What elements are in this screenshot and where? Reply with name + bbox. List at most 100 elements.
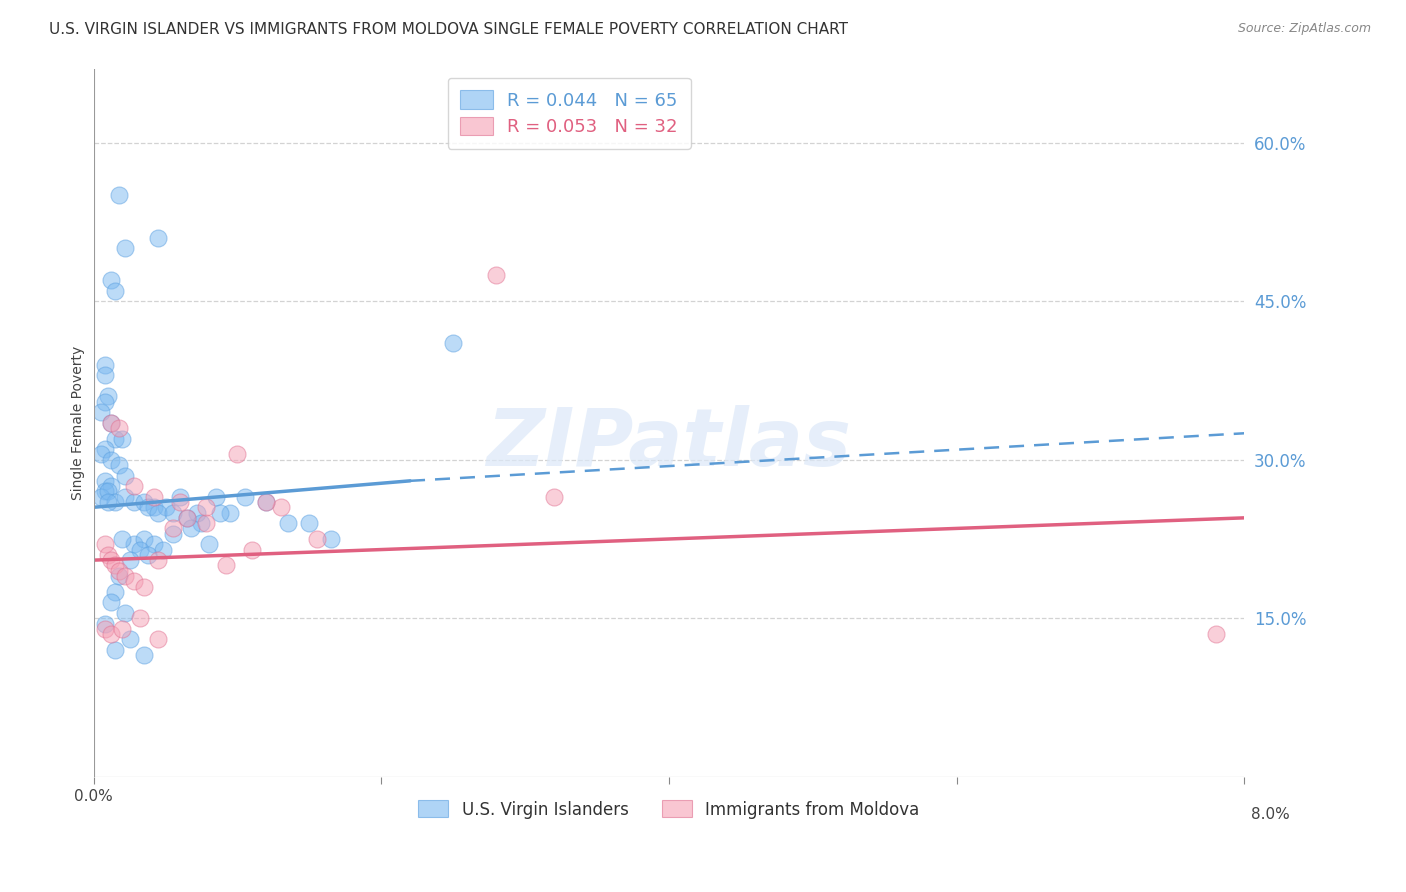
Point xyxy=(132,580,155,594)
Point xyxy=(226,447,249,461)
Point xyxy=(97,548,120,562)
Point xyxy=(205,490,228,504)
Point xyxy=(97,484,120,499)
Point xyxy=(194,500,217,515)
Point xyxy=(219,506,242,520)
Text: Source: ZipAtlas.com: Source: ZipAtlas.com xyxy=(1237,22,1371,36)
Point xyxy=(319,532,342,546)
Point xyxy=(162,521,184,535)
Point xyxy=(104,558,127,573)
Point xyxy=(136,548,159,562)
Point xyxy=(97,495,120,509)
Point xyxy=(100,273,122,287)
Point xyxy=(215,558,238,573)
Point xyxy=(148,230,170,244)
Point xyxy=(114,241,136,255)
Point xyxy=(1205,627,1227,641)
Point xyxy=(180,521,202,535)
Point xyxy=(90,490,112,504)
Point xyxy=(94,622,117,636)
Point xyxy=(485,268,508,282)
Point xyxy=(543,490,565,504)
Point xyxy=(152,542,174,557)
Point xyxy=(197,537,219,551)
Point xyxy=(100,627,122,641)
Point xyxy=(441,336,464,351)
Point xyxy=(114,569,136,583)
Text: U.S. VIRGIN ISLANDER VS IMMIGRANTS FROM MOLDOVA SINGLE FEMALE POVERTY CORRELATIO: U.S. VIRGIN ISLANDER VS IMMIGRANTS FROM … xyxy=(49,22,848,37)
Point xyxy=(162,506,184,520)
Point xyxy=(148,506,170,520)
Point xyxy=(114,606,136,620)
Point xyxy=(136,500,159,515)
Point xyxy=(254,495,277,509)
Point xyxy=(148,632,170,647)
Point xyxy=(122,537,145,551)
Legend: U.S. Virgin Islanders, Immigrants from Moldova: U.S. Virgin Islanders, Immigrants from M… xyxy=(412,794,927,825)
Point xyxy=(108,421,131,435)
Point xyxy=(94,358,117,372)
Point xyxy=(298,516,321,530)
Point xyxy=(176,511,198,525)
Text: ZIPatlas: ZIPatlas xyxy=(486,405,852,483)
Point xyxy=(104,495,127,509)
Point xyxy=(169,495,191,509)
Point xyxy=(104,284,127,298)
Point xyxy=(132,495,155,509)
Point xyxy=(100,416,122,430)
Point xyxy=(100,479,122,493)
Point xyxy=(108,458,131,472)
Point xyxy=(111,622,134,636)
Point xyxy=(94,442,117,457)
Point xyxy=(108,564,131,578)
Point xyxy=(104,643,127,657)
Point xyxy=(122,574,145,589)
Point xyxy=(194,516,217,530)
Point xyxy=(114,490,136,504)
Text: 8.0%: 8.0% xyxy=(1251,807,1291,822)
Point xyxy=(114,468,136,483)
Point xyxy=(190,516,212,530)
Point xyxy=(108,569,131,583)
Point xyxy=(186,506,208,520)
Point xyxy=(94,368,117,383)
Point xyxy=(90,447,112,461)
Point xyxy=(94,484,117,499)
Point xyxy=(132,532,155,546)
Point xyxy=(277,516,299,530)
Point xyxy=(111,432,134,446)
Point xyxy=(108,188,131,202)
Point xyxy=(104,432,127,446)
Point xyxy=(143,500,166,515)
Point xyxy=(94,474,117,488)
Point xyxy=(94,616,117,631)
Point xyxy=(94,394,117,409)
Point xyxy=(155,500,177,515)
Point xyxy=(254,495,277,509)
Point xyxy=(97,389,120,403)
Point xyxy=(128,542,150,557)
Point xyxy=(111,532,134,546)
Point xyxy=(148,553,170,567)
Point xyxy=(104,585,127,599)
Point xyxy=(132,648,155,663)
Point xyxy=(305,532,328,546)
Point xyxy=(128,611,150,625)
Point xyxy=(122,479,145,493)
Point xyxy=(143,537,166,551)
Point xyxy=(90,405,112,419)
Point xyxy=(100,452,122,467)
Point xyxy=(118,632,141,647)
Point xyxy=(100,416,122,430)
Point xyxy=(94,537,117,551)
Point xyxy=(209,506,232,520)
Point xyxy=(100,595,122,609)
Point xyxy=(122,495,145,509)
Point xyxy=(118,553,141,567)
Point xyxy=(100,553,122,567)
Point xyxy=(169,490,191,504)
Point xyxy=(143,490,166,504)
Y-axis label: Single Female Poverty: Single Female Poverty xyxy=(72,345,86,500)
Point xyxy=(176,511,198,525)
Point xyxy=(233,490,256,504)
